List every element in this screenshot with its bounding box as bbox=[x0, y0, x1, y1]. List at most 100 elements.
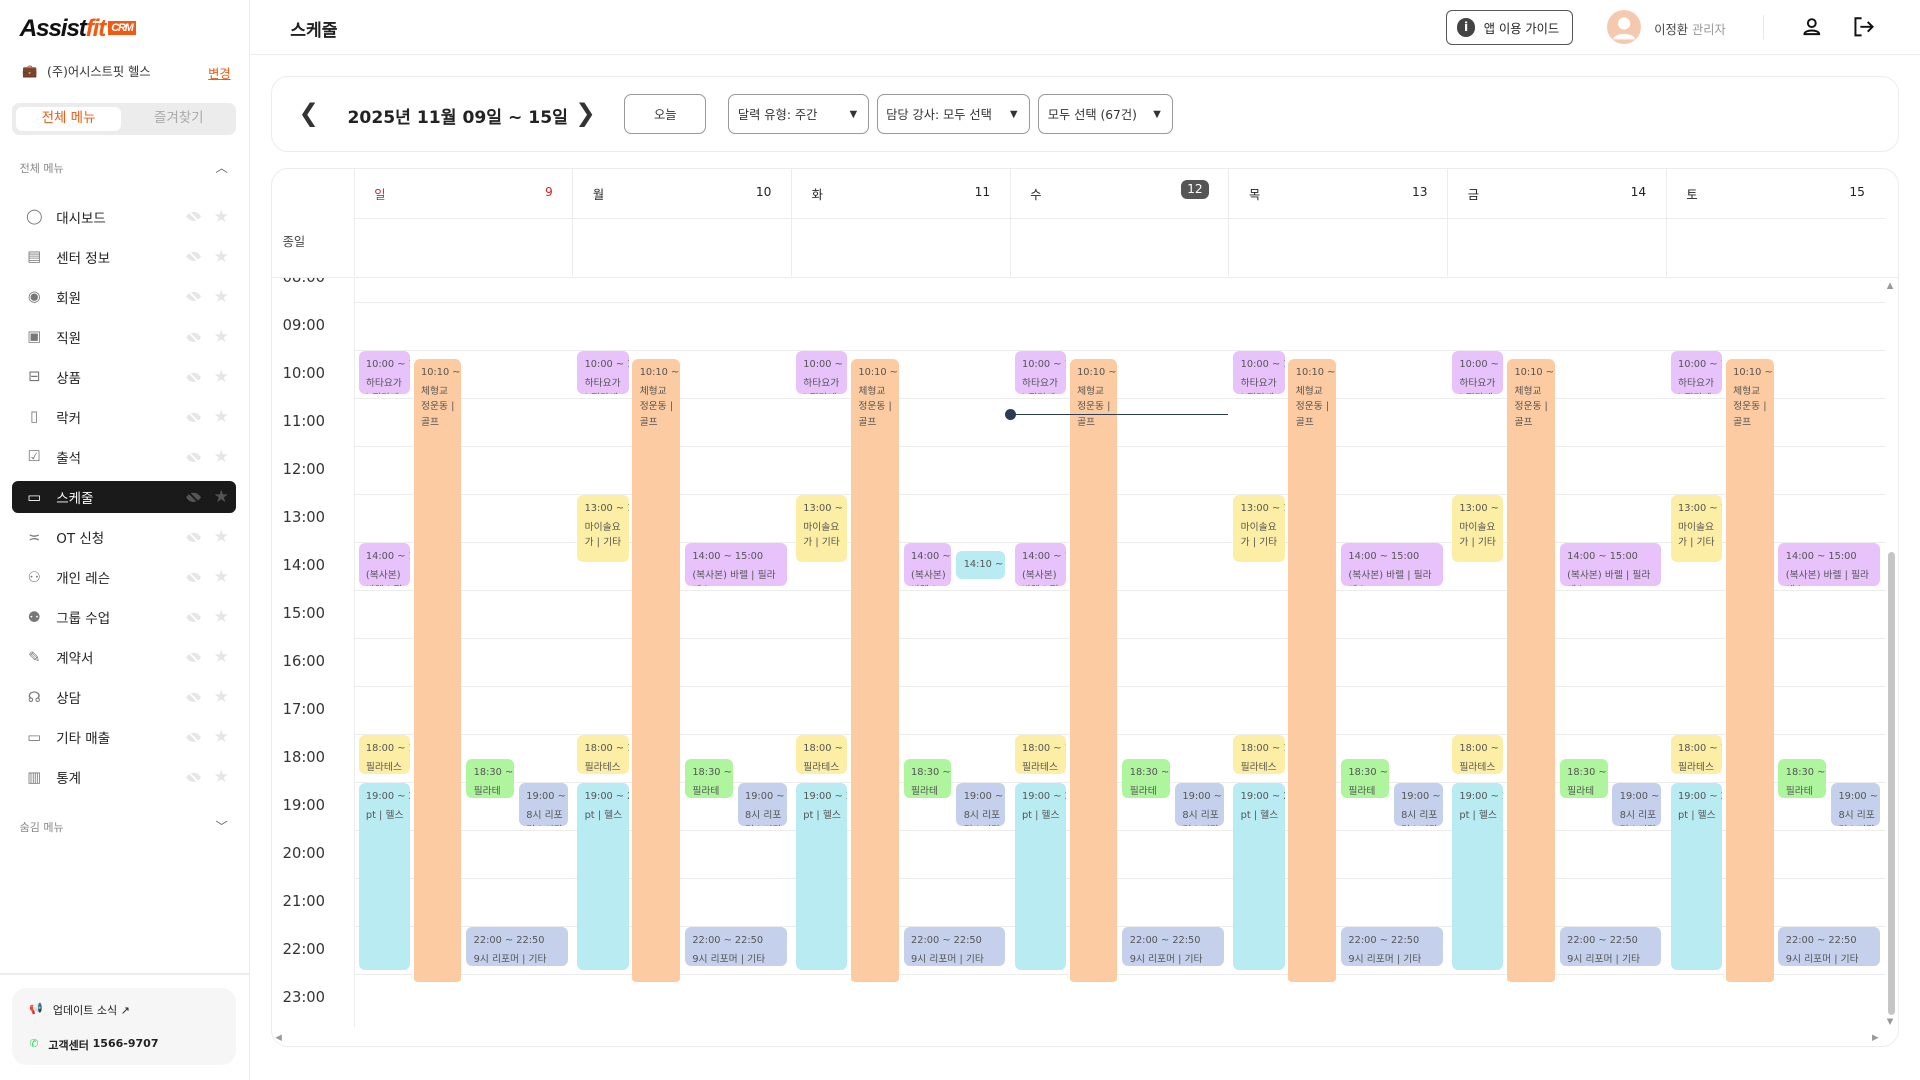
eye-slash-icon[interactable] bbox=[185, 410, 202, 425]
event-block[interactable]: 18:30 ~ 1 필라테 bbox=[466, 759, 515, 798]
eye-slash-icon[interactable] bbox=[185, 370, 202, 385]
event-block[interactable]: 10:00 ~ 11 하타요가 | 필라테스 bbox=[795, 351, 848, 394]
event-block[interactable]: 19:00 ~ 2 pt | 헬스 bbox=[1452, 783, 1504, 970]
event-block[interactable]: 10:10 ~ 2 체형교정운동 | 골프 bbox=[413, 359, 462, 982]
event-block[interactable]: 18:30 ~ 1 필라테 bbox=[1122, 759, 1171, 798]
event-block[interactable]: 18:30 ~ 1 필라테 bbox=[1778, 759, 1827, 798]
event-block[interactable]: 10:00 ~ 11 하타요가 | 필라테스 bbox=[1014, 351, 1067, 394]
event-block[interactable]: 10:00 ~ 11 하타요가 | 필라테스 bbox=[1670, 351, 1723, 394]
all-day-cell[interactable] bbox=[1009, 217, 1229, 277]
star-icon[interactable]: ★ bbox=[213, 607, 229, 628]
scroll-right-arrow[interactable]: ▶ bbox=[1872, 1033, 1879, 1044]
event-block[interactable]: 18:00 ~ 18 필라테스 bbox=[577, 735, 629, 774]
event-block[interactable]: 19:00 ~ 2 8시 리포머 | 기타 bbox=[737, 783, 787, 826]
view-type-select[interactable]: 달력 유형: 주간 ▼ bbox=[728, 94, 870, 135]
star-icon[interactable]: ★ bbox=[213, 287, 229, 307]
eye-slash-icon[interactable] bbox=[185, 249, 202, 264]
event-block[interactable]: 19:00 ~ 2 pt | 헬스 bbox=[358, 783, 410, 970]
event-block[interactable]: 22:00 ~ 22:50 9시 리포머 | 기타 bbox=[684, 927, 787, 966]
event-block[interactable]: 10:00 ~ 11 하타요가 | 필라테스 bbox=[1233, 351, 1285, 394]
event-block[interactable]: 22:00 ~ 22:50 9시 리포머 | 기타 bbox=[1122, 927, 1224, 966]
all-day-cell[interactable] bbox=[1447, 217, 1666, 277]
event-block[interactable]: 10:10 ~ 2 체형교정운동 | 골프 bbox=[1069, 359, 1118, 982]
event-block[interactable]: 13:00 ~ 14 마이솔요가 | 기타 bbox=[795, 495, 848, 562]
event-block[interactable]: 18:00 ~ 18 필라테스 bbox=[1670, 735, 1723, 774]
event-block[interactable]: 14:00 ~ 15 (복사본) 바렐 | 필라테스 bbox=[1014, 543, 1067, 586]
star-icon[interactable]: ★ bbox=[213, 647, 229, 668]
sidebar-item-7[interactable]: ☑ 출석 ★ bbox=[12, 441, 236, 473]
vertical-scrollbar-thumb[interactable] bbox=[1887, 552, 1896, 1015]
event-block[interactable]: 10:10 ~ 2 체형교정운동 | 골프 bbox=[1288, 359, 1337, 982]
event-block[interactable]: 22:00 ~ 22:50 9시 리포머 | 기타 bbox=[1778, 927, 1881, 966]
support-contact[interactable]: ✆ 고객센터 1566-9707 bbox=[29, 1037, 158, 1053]
sidebar-item-11[interactable]: ⚉ 그룹 수업 ★ bbox=[12, 601, 236, 633]
change-company-link[interactable]: 변경 bbox=[208, 66, 231, 81]
day-header[interactable]: 수 12 bbox=[1009, 168, 1229, 218]
event-block[interactable]: 18:00 ~ 18 필라테스 bbox=[795, 735, 848, 774]
section-all-menu[interactable]: 전체 메뉴 ︿ bbox=[20, 160, 228, 176]
sidebar-item-2[interactable]: ▤ 센터 정보 ★ bbox=[12, 241, 236, 273]
star-icon[interactable]: ★ bbox=[213, 727, 229, 748]
event-block[interactable]: 19:00 ~ 2 pt | 헬스 bbox=[1670, 783, 1723, 970]
star-icon[interactable]: ★ bbox=[213, 407, 229, 428]
eye-slash-icon[interactable] bbox=[185, 730, 202, 745]
scroll-left-arrow[interactable]: ◀ bbox=[275, 1033, 282, 1044]
scroll-up-arrow[interactable]: ▲ bbox=[1886, 281, 1894, 292]
day-header[interactable]: 토 15 bbox=[1665, 168, 1885, 218]
eye-slash-icon[interactable] bbox=[185, 209, 202, 224]
update-news-link[interactable]: 📢 업데이트 소식 ↗ bbox=[29, 1002, 130, 1018]
sidebar-item-5[interactable]: ⊟ 상품 ★ bbox=[12, 361, 236, 393]
event-block[interactable]: 14:10 ~ 14 bbox=[956, 551, 1006, 580]
event-block[interactable]: 18:30 ~ 1 필라테 bbox=[684, 759, 733, 798]
event-block[interactable]: 19:00 ~ 2 8시 리포머 | 기타 bbox=[956, 783, 1006, 826]
event-block[interactable]: 22:00 ~ 22:50 9시 리포머 | 기타 bbox=[903, 927, 1006, 966]
sidebar-item-3[interactable]: ◉ 회원 ★ bbox=[12, 281, 236, 313]
event-block[interactable]: 10:00 ~ 11 하타요가 | 필라테스 bbox=[577, 351, 629, 394]
star-icon[interactable]: ★ bbox=[213, 767, 229, 788]
star-icon[interactable]: ★ bbox=[213, 447, 229, 468]
sidebar-item-15[interactable]: ▥ 통계 ★ bbox=[12, 761, 236, 793]
event-block[interactable]: 19:00 ~ 2 8시 리포머 | 기타 bbox=[518, 783, 568, 826]
star-icon[interactable]: ★ bbox=[213, 687, 229, 708]
all-day-cell[interactable] bbox=[353, 217, 573, 277]
assistfit-logo[interactable]: Assistfit CRM bbox=[20, 15, 137, 43]
event-block[interactable]: 22:00 ~ 22:50 9시 리포머 | 기타 bbox=[1341, 927, 1443, 966]
eye-slash-icon[interactable] bbox=[185, 490, 202, 505]
profile-icon[interactable] bbox=[1802, 17, 1822, 37]
event-block[interactable]: 18:00 ~ 18 필라테스 bbox=[358, 735, 410, 774]
day-header[interactable]: 화 11 bbox=[791, 168, 1010, 218]
event-block[interactable]: 18:30 ~ 1 필라테 bbox=[1559, 759, 1608, 798]
event-block[interactable]: 22:00 ~ 22:50 9시 리포머 | 기타 bbox=[1559, 927, 1662, 966]
time-grid[interactable]: 08:00 09:00 10:00 11:00 12:00 13:00 14:00 15:00… bbox=[272, 277, 1899, 1028]
event-block[interactable]: 14:00 ~ 15:00 (복사본) 바렐 | 필라테스 bbox=[1778, 543, 1881, 586]
star-icon[interactable]: ★ bbox=[213, 367, 229, 388]
sidebar-item-13[interactable]: ☊ 상담 ★ bbox=[12, 681, 236, 713]
sidebar-item-6[interactable]: ▯ 락커 ★ bbox=[12, 401, 236, 433]
eye-slash-icon[interactable] bbox=[185, 530, 202, 545]
day-header[interactable]: 목 13 bbox=[1228, 168, 1447, 218]
event-block[interactable]: 14:00 ~ 1 (복사본) 바렐 | 필라테스 bbox=[903, 543, 952, 586]
sidebar-item-4[interactable]: ▣ 직원 ★ bbox=[12, 321, 236, 353]
event-block[interactable]: 14:00 ~ 15:00 (복사본) 바렐 | 필라테스 bbox=[1559, 543, 1662, 586]
eye-slash-icon[interactable] bbox=[185, 330, 202, 345]
event-block[interactable]: 10:10 ~ 2 체형교정운동 | 골프 bbox=[632, 359, 681, 982]
eye-slash-icon[interactable] bbox=[185, 570, 202, 585]
event-block[interactable]: 19:00 ~ 2 8시 리포머 | 기타 bbox=[1393, 783, 1443, 826]
eye-slash-icon[interactable] bbox=[185, 770, 202, 785]
tab-favorites[interactable]: 즐겨찾기 bbox=[154, 110, 204, 126]
sidebar-item-9[interactable]: ≍ OT 신청 ★ bbox=[12, 521, 236, 553]
event-block[interactable]: 18:00 ~ 18 필라테스 bbox=[1452, 735, 1504, 774]
logout-icon[interactable] bbox=[1853, 17, 1875, 37]
all-day-cell[interactable] bbox=[791, 217, 1010, 277]
eye-slash-icon[interactable] bbox=[185, 610, 202, 625]
event-block[interactable]: 18:30 ~ 1 필라테 bbox=[903, 759, 952, 798]
all-day-cell[interactable] bbox=[1665, 217, 1885, 277]
event-block[interactable]: 14:00 ~ 15:00 (복사본) 바렐 | 필라테스 bbox=[1341, 543, 1443, 586]
star-icon[interactable]: ★ bbox=[213, 567, 229, 588]
eye-slash-icon[interactable] bbox=[185, 650, 202, 665]
event-block[interactable]: 10:10 ~ 2 체형교정운동 | 골프 bbox=[1725, 359, 1774, 982]
event-block[interactable]: 10:00 ~ 11 하타요가 | 필라테스 bbox=[358, 351, 410, 394]
prev-week-button[interactable]: ❮ bbox=[298, 97, 320, 127]
event-block[interactable]: 19:00 ~ 2 pt | 헬스 bbox=[795, 783, 848, 970]
today-button[interactable]: 오늘 bbox=[624, 94, 707, 135]
